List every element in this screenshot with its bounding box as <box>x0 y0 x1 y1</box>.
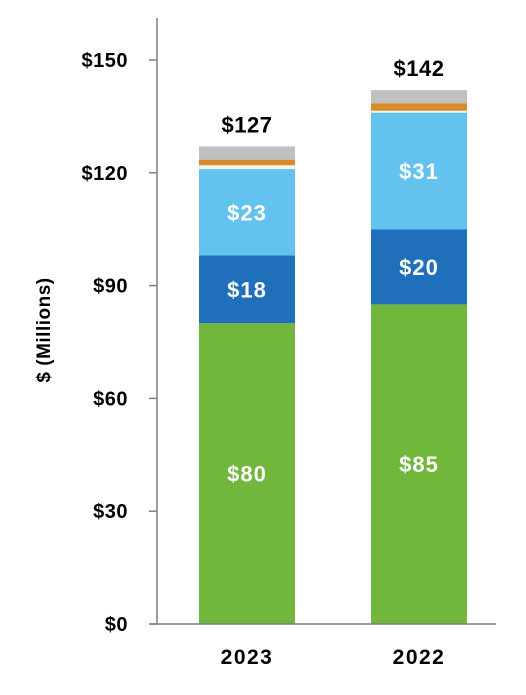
bar-segment <box>371 112 467 230</box>
y-tick-label: $0 <box>105 614 128 636</box>
y-tick-label: $150 <box>82 50 129 72</box>
x-tick-label: 2022 <box>393 646 446 669</box>
y-tick-label: $30 <box>93 501 128 523</box>
bar-segment <box>199 146 295 160</box>
data-label: $85 <box>399 452 439 477</box>
data-label: $18 <box>227 277 267 302</box>
data-label: $20 <box>399 255 439 280</box>
y-tick-label: $120 <box>82 163 129 185</box>
bar-segment <box>371 110 467 113</box>
plot-area: $80 $18 $23 $127 2023 $85 $20 $31 $142 2022 $0 $30 $… <box>82 18 496 669</box>
data-label: $31 <box>399 159 439 184</box>
bar-segment <box>199 255 295 324</box>
y-tick-label: $60 <box>93 388 128 410</box>
x-tick-label: 2023 <box>221 646 274 669</box>
bar-segment <box>371 90 467 104</box>
bar-segment <box>371 304 467 624</box>
bar-segment <box>199 159 295 166</box>
bar-segment <box>199 165 295 170</box>
bar-segment <box>371 103 467 111</box>
data-label: $80 <box>227 462 267 487</box>
bar-segment <box>199 169 295 256</box>
y-tick-label: $90 <box>93 276 128 298</box>
data-label: $23 <box>227 200 267 225</box>
bar-segment <box>371 229 467 305</box>
y-axis-label: $ (Millions) <box>34 277 55 382</box>
total-label: $142 <box>394 56 445 81</box>
bar-segment <box>199 323 295 624</box>
total-label: $127 <box>222 112 273 137</box>
